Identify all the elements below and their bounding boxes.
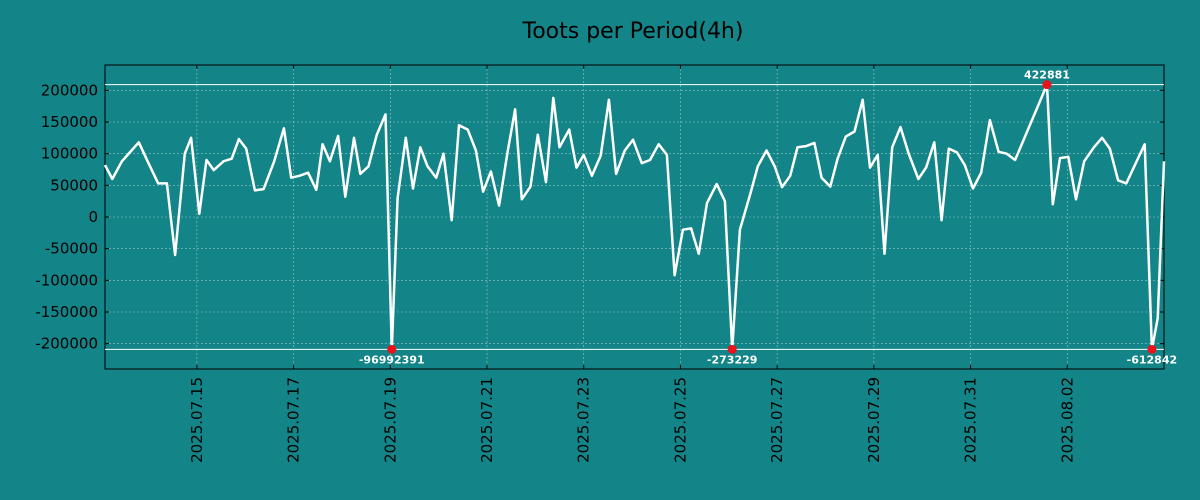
x-tick-label: 2025.07.29 bbox=[865, 377, 883, 463]
x-tick-label: 2025.07.15 bbox=[188, 377, 206, 463]
x-tick-label: 2025.07.27 bbox=[768, 377, 786, 463]
x-tick-label: 2025.08.02 bbox=[1058, 377, 1076, 463]
x-tick-label: 2025.07.19 bbox=[381, 377, 399, 463]
extreme-marker bbox=[727, 344, 737, 354]
annotation-label: -612842 bbox=[1127, 353, 1178, 366]
x-tick-label: 2025.07.23 bbox=[575, 377, 593, 463]
extreme-marker bbox=[387, 344, 397, 354]
marker-layer bbox=[387, 80, 1157, 354]
y-tick-label: 100000 bbox=[41, 145, 98, 163]
x-tick-label: 2025.07.31 bbox=[962, 377, 980, 463]
y-tick-label: 0 bbox=[88, 208, 98, 226]
extreme-marker bbox=[1147, 344, 1157, 354]
annotation-layer: -96992391 -273229 422881 -612842 bbox=[359, 69, 1177, 367]
annotation-label: -96992391 bbox=[359, 353, 425, 366]
y-tick-label: -100000 bbox=[35, 271, 98, 289]
series-line bbox=[103, 83, 1166, 351]
y-tick-label: 200000 bbox=[41, 81, 98, 99]
x-tick-label: 2025.07.25 bbox=[671, 377, 689, 463]
y-axis-ticks: 200000 150000 100000 50000 0 -50000 -100000 -15… bbox=[35, 81, 1164, 353]
y-tick-label: 150000 bbox=[41, 113, 98, 131]
x-tick-label: 2025.07.21 bbox=[478, 377, 496, 463]
clip-limit-lines bbox=[105, 84, 1164, 350]
y-tick-label: -50000 bbox=[45, 240, 98, 258]
grid-layer bbox=[105, 65, 1164, 369]
y-tick-label: 50000 bbox=[50, 176, 98, 194]
chart-title: Toots per Period(4h) bbox=[522, 19, 744, 44]
annotation-label: -273229 bbox=[707, 353, 758, 366]
annotation-label: 422881 bbox=[1024, 69, 1070, 82]
x-axis-ticks: 2025.07.15 2025.07.17 2025.07.19 2025.07.21… bbox=[188, 65, 1076, 463]
y-tick-label: -200000 bbox=[35, 335, 98, 353]
x-tick-label: 2025.07.17 bbox=[285, 377, 303, 463]
y-tick-label: -150000 bbox=[35, 303, 98, 321]
extreme-marker bbox=[1042, 80, 1052, 90]
series-layer bbox=[103, 83, 1166, 351]
